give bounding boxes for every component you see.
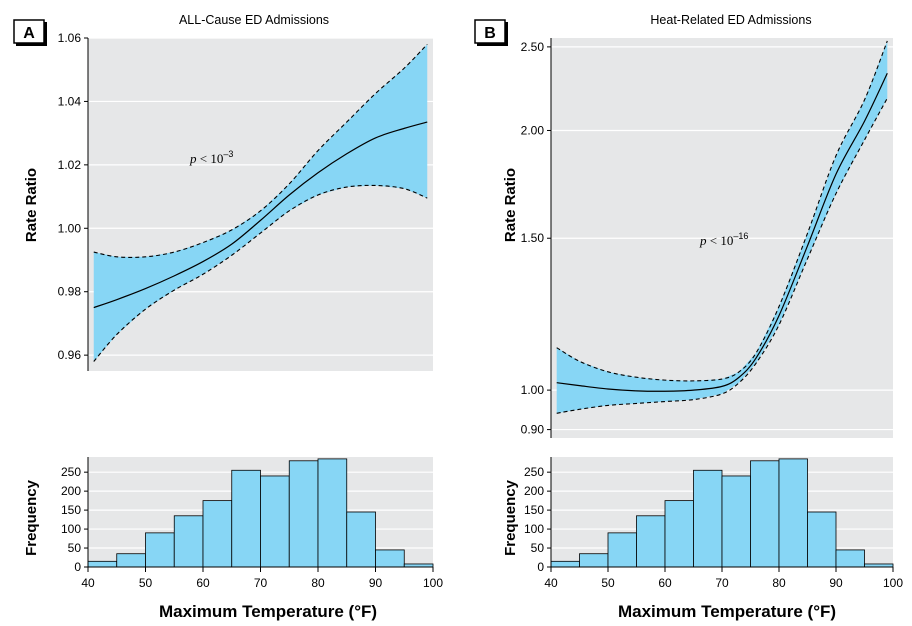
hist-a-bar <box>231 469 261 568</box>
hist-a-ytick-label: 250 <box>61 465 81 479</box>
chart-a-ytick-label: 1.02 <box>58 158 82 172</box>
hist-a-ytick-label: 150 <box>61 503 81 517</box>
hist-a-bar <box>116 553 146 568</box>
hist-b-xtick-label: 70 <box>715 576 729 590</box>
hist-a-ytick-label: 200 <box>61 484 81 498</box>
hist-a-bar <box>87 560 118 568</box>
chart-b-upper-ci-line <box>556 40 888 382</box>
hist-b-bar <box>778 458 808 568</box>
hist-a-xtick-label: 90 <box>369 576 383 590</box>
hist-a-bar <box>202 500 233 568</box>
hist-b-bar <box>550 560 580 568</box>
hist-b-ytick-label: 0 <box>537 560 544 574</box>
hist-b-bar <box>835 549 865 568</box>
hist-a-xlabel: Maximum Temperature (°F) <box>159 602 377 621</box>
hist-a-bar <box>145 532 175 568</box>
hist-a-bar <box>288 460 319 568</box>
chart-a-main: 0.96 0.98 1.00 1.02 1.04 1.06 <box>58 31 433 371</box>
chart-b-estimate-line <box>556 73 888 392</box>
chart-a-title: ALL-Cause ED Admissions <box>179 13 329 27</box>
panel-b-label: B <box>474 19 508 46</box>
hist-b-bar <box>664 500 694 568</box>
hist-b-bar <box>636 515 666 568</box>
chart-a-histogram: 0 50 100 150 200 250 40 50 60 70 80 90 100 <box>61 457 443 590</box>
chart-a-ylabel: Rate Ratio <box>23 168 40 242</box>
hist-b-xtick-label: 100 <box>883 576 903 590</box>
hist-b-xlabel: Maximum Temperature (°F) <box>618 602 836 621</box>
chart-a-ytick-label: 0.96 <box>58 348 82 362</box>
hist-b-ytick-label: 100 <box>524 522 544 536</box>
chart-a-ytick-label: 1.00 <box>58 221 82 235</box>
chart-a-ytick-label: 0.98 <box>58 285 82 299</box>
chart-b-title: Heat-Related ED Admissions <box>650 13 811 27</box>
hist-b-xtick-label: 90 <box>829 576 843 590</box>
hist-a-ytick-label: 0 <box>74 560 81 574</box>
chart-b-ytick-label: 0.90 <box>521 423 545 437</box>
chart-b-ytick-label: 2.00 <box>521 123 545 137</box>
chart-b-lower-ci-line <box>556 97 888 414</box>
hist-b-bar <box>693 469 723 568</box>
chart-b-ylabel: Rate Ratio <box>502 168 519 242</box>
hist-a-bar <box>375 549 405 568</box>
hist-a-xtick-label: 60 <box>196 576 210 590</box>
hist-b-ylabel: Frequency <box>502 479 519 556</box>
hist-b-ytick-label: 150 <box>524 503 544 517</box>
hist-b-ytick-label: 250 <box>524 465 544 479</box>
hist-a-bar <box>317 458 348 568</box>
hist-a-ytick-label: 100 <box>61 522 81 536</box>
hist-b-xtick-label: 80 <box>772 576 786 590</box>
hist-b-ytick-label: 50 <box>531 541 545 555</box>
hist-b-bar <box>721 475 751 568</box>
chart-a-ci-band <box>93 44 428 362</box>
hist-b-bar <box>607 532 637 568</box>
hist-b-xtick-label: 60 <box>658 576 672 590</box>
chart-a-ytick-label: 1.06 <box>58 31 82 45</box>
hist-b-xtick-label: 50 <box>601 576 615 590</box>
hist-b-ytick-label: 200 <box>524 484 544 498</box>
chart-b-ytick-label: 1.00 <box>521 383 545 397</box>
chart-b-ytick-label: 1.50 <box>521 231 545 245</box>
hist-a-bar <box>173 515 204 568</box>
chart-b-pvalue: p < 10–16 <box>699 231 748 248</box>
hist-a-xtick-label: 80 <box>311 576 325 590</box>
chart-a-ytick-label: 1.04 <box>58 94 82 108</box>
chart-a-upper-ci-line <box>93 43 428 258</box>
hist-b-bar <box>807 511 837 568</box>
hist-a-xtick-label: 70 <box>254 576 268 590</box>
panel-a-letter: A <box>23 25 35 42</box>
panel-b-letter: B <box>484 25 496 42</box>
chart-a-lower-ci-line <box>93 184 428 362</box>
hist-a-xtick-label: 40 <box>81 576 95 590</box>
hist-a-bar <box>346 511 376 568</box>
chart-b-ytick-label: 2.50 <box>521 40 545 54</box>
chart-b-main: 0.90 1.00 1.50 2.00 2.50 <box>521 38 893 438</box>
panel-a-label: A <box>13 19 47 46</box>
chart-b-histogram: 0 50 100 150 200 250 40 50 60 70 80 90 100 <box>524 457 903 590</box>
hist-a-ytick-label: 50 <box>68 541 82 555</box>
hist-a-xtick-label: 50 <box>139 576 153 590</box>
hist-a-ylabel: Frequency <box>23 479 40 556</box>
hist-b-bar <box>750 460 780 568</box>
hist-b-xtick-label: 40 <box>544 576 558 590</box>
chart-a-estimate-line <box>93 121 428 309</box>
hist-a-bar <box>260 475 290 568</box>
hist-a-xtick-label: 100 <box>423 576 443 590</box>
chart-a-pvalue: p < 10–3 <box>189 149 233 166</box>
hist-b-bar <box>579 553 609 568</box>
